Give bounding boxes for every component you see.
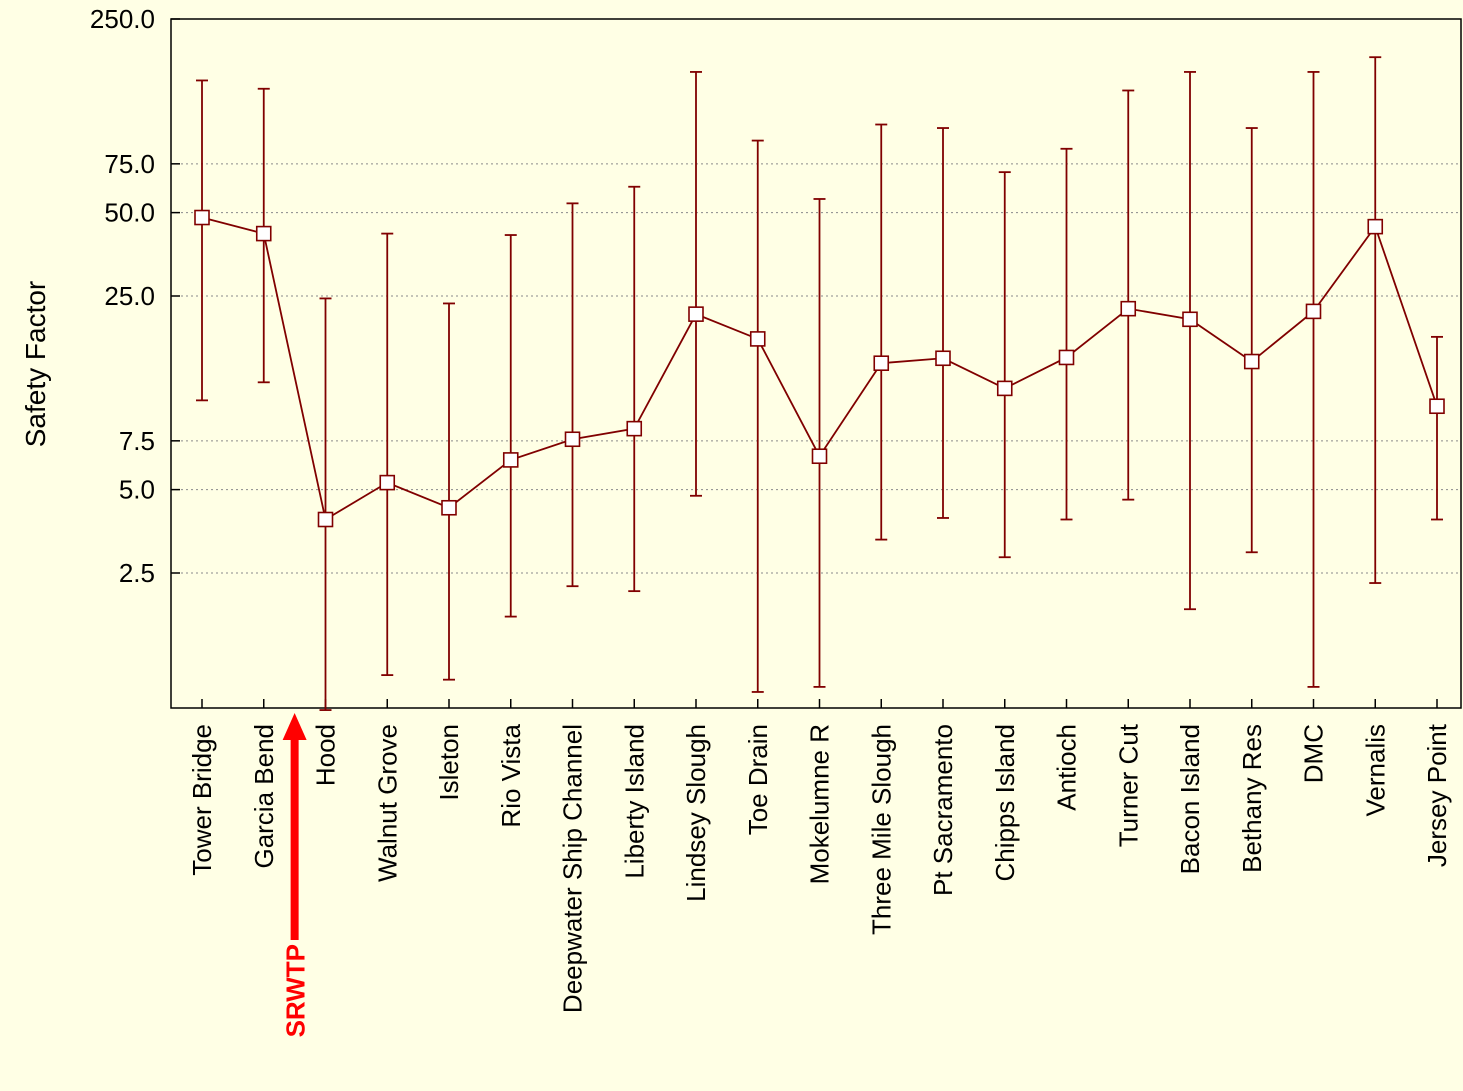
data-point [379,474,396,491]
grid-lines [171,163,1461,574]
x-tick-label: Toe Drain [743,724,773,835]
x-tick-label: Jersey Point [1422,723,1452,867]
data-point [441,499,457,516]
x-tick-label: Isleton [434,724,464,801]
y-axis-title: Safety Factor [20,281,51,448]
y-tick-label: 250.0 [90,4,155,34]
data-point [996,380,1013,397]
srwtp-annotation: SRWTP [281,713,311,1037]
data-point [317,511,334,528]
y-tick-label: 75.0 [104,149,155,179]
data-point [1305,303,1322,320]
data-point [1058,349,1075,366]
x-tick-label: Bethany Res [1237,724,1267,873]
x-tick-label: Lindsey Slough [681,724,711,902]
x-tick-label: Bacon Island [1175,724,1205,874]
x-tick-label: Tower Bridge [187,724,217,876]
x-tick-label: Turner Cut [1113,723,1143,847]
data-point [1367,218,1384,235]
x-tick-label: Rio Vista [496,723,526,827]
data-point [502,452,519,468]
data-point [1429,398,1445,415]
annotation-arrow-shaft [290,736,299,940]
y-axis: 250.0 75.0 50.0 25.0 7.5 5.0 2.5 [90,4,180,588]
x-tick-label: Deepwater Ship Channel [558,724,588,1013]
data-point [749,331,766,347]
data-point [626,420,643,437]
x-tick-label: Three Mile Slough [866,724,896,935]
data-point [688,306,704,322]
data-point [935,350,951,367]
y-tick-label: 50.0 [104,198,155,228]
data-point [1182,311,1198,328]
data-point [255,225,272,242]
x-tick-label: Chipps Island [990,724,1020,882]
x-tick-label: Vernalis [1360,724,1390,817]
data-point [564,431,581,448]
x-tick-label: Walnut Grove [372,724,402,882]
annotation-label: SRWTP [281,944,311,1037]
y-tick-label: 25.0 [104,281,155,311]
data-point [1120,300,1137,317]
series-safety-factor [194,56,1445,711]
y-tick-label: 2.5 [119,558,155,588]
annotation-arrow-head [282,713,307,740]
x-tick-label: Liberty Island [619,724,649,879]
y-tick-label: 5.0 [119,475,155,505]
x-tick-label: DMC [1299,724,1329,783]
x-tick-label: Hood [311,724,341,786]
x-tick-label: Pt Sacramento [928,724,958,896]
data-point [811,448,828,465]
x-tick-label: Mokelumne R [805,724,835,884]
data-point [873,355,890,372]
y-tick-label: 7.5 [119,426,155,456]
x-axis: Tower Bridge Garcia Bend Hood Walnut Grove I… [187,699,1452,1013]
plot-area-frame [170,18,1462,709]
x-tick-label: Antioch [1052,724,1082,811]
data-point [1243,353,1260,370]
x-tick-label: Garcia Bend [249,724,279,869]
data-point [194,209,210,226]
